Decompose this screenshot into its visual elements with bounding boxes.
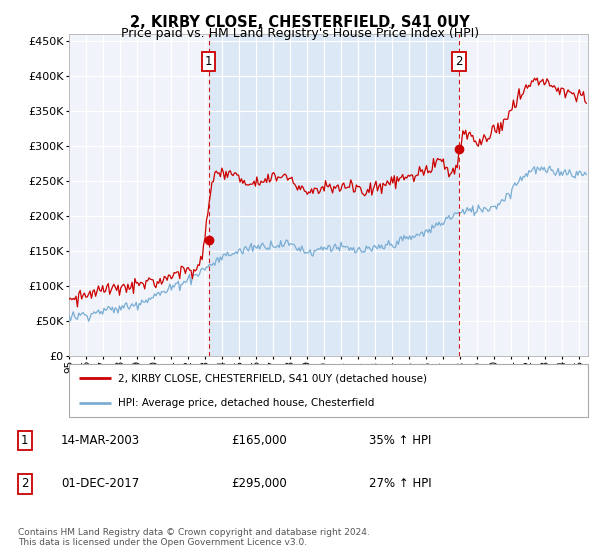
Text: 2, KIRBY CLOSE, CHESTERFIELD, S41 0UY (detached house): 2, KIRBY CLOSE, CHESTERFIELD, S41 0UY (d… [118,374,427,384]
Text: HPI: Average price, detached house, Chesterfield: HPI: Average price, detached house, Ches… [118,398,374,408]
Text: Price paid vs. HM Land Registry's House Price Index (HPI): Price paid vs. HM Land Registry's House … [121,27,479,40]
Bar [209,34,459,356]
Text: 35% ↑ HPI: 35% ↑ HPI [369,434,431,447]
Text: £165,000: £165,000 [231,434,287,447]
Text: 14-MAR-2003: 14-MAR-2003 [61,434,140,447]
Text: 2: 2 [455,55,463,68]
Text: 1: 1 [21,434,28,447]
Text: 2, KIRBY CLOSE, CHESTERFIELD, S41 0UY: 2, KIRBY CLOSE, CHESTERFIELD, S41 0UY [130,15,470,30]
FancyBboxPatch shape [69,364,588,417]
Text: 2: 2 [21,477,28,490]
Text: 01-DEC-2017: 01-DEC-2017 [61,477,139,490]
Text: £295,000: £295,000 [231,477,287,490]
Text: 1: 1 [205,55,212,68]
Text: 27% ↑ HPI: 27% ↑ HPI [369,477,432,490]
Text: Contains HM Land Registry data © Crown copyright and database right 2024.
This d: Contains HM Land Registry data © Crown c… [18,528,370,548]
